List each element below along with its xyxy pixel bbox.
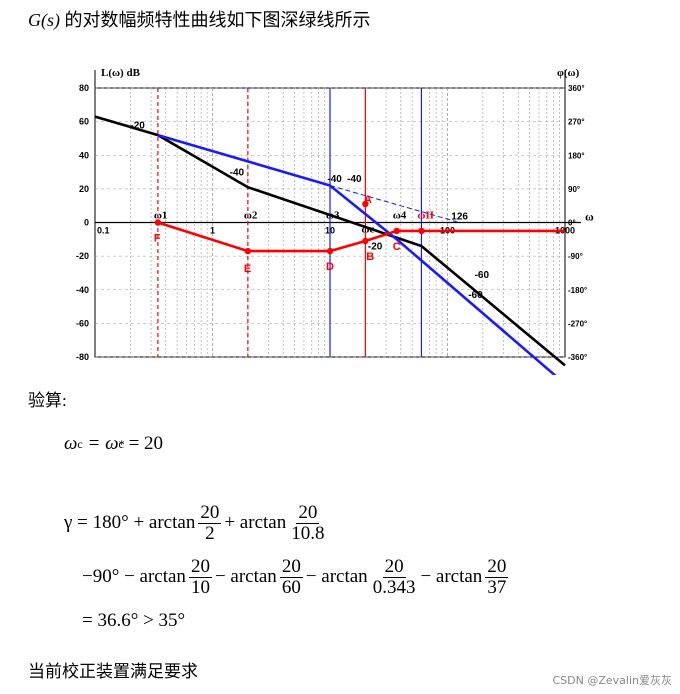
slope-label: -40 xyxy=(347,174,362,185)
bode-plot: 806040200-20-40-60-80360°270°180°90°0°-9… xyxy=(76,67,594,375)
left-axis-title: L(ω) dB xyxy=(101,67,141,79)
fraction: 20 2 xyxy=(198,502,222,544)
plot-curves xyxy=(94,88,566,375)
fraction: 20 60 xyxy=(279,556,303,598)
right-tick-label: 270° xyxy=(568,118,585,127)
right-axis-title: φ(ω) xyxy=(557,67,580,79)
series-line-red xyxy=(157,221,565,253)
data-point xyxy=(154,219,162,226)
fraction: 20 0.343 xyxy=(372,556,416,598)
conclusion: 当前校正装置满足要求 xyxy=(28,662,198,681)
fraction: 20 37 xyxy=(485,556,509,598)
data-point xyxy=(418,227,425,235)
gamma-line-1: γ = 180° + arctan 20 2 + arctan 20 10.8 xyxy=(64,502,325,544)
point-label: D xyxy=(326,261,334,273)
page-title: G(s) 的对数幅频特性曲线如下图深绿线所示 xyxy=(28,6,371,32)
frequency-label: ω1 xyxy=(154,210,168,222)
data-point xyxy=(244,247,252,255)
slope-label: -40 xyxy=(230,167,245,178)
left-tick-label: -40 xyxy=(76,285,89,295)
point-label: E xyxy=(244,263,251,275)
left-tick-label: 80 xyxy=(79,83,89,93)
x-axis-title: ω xyxy=(585,210,594,224)
point-label: C xyxy=(393,241,401,253)
transfer-function-symbol: G(s) xyxy=(28,10,60,30)
slope-label: -60 xyxy=(475,270,490,281)
slope-label: -40 xyxy=(327,174,342,185)
x-tick-label: 0.1 xyxy=(97,226,110,236)
left-tick-label: 60 xyxy=(79,117,89,127)
frequency-126-label: 126 xyxy=(451,212,468,223)
data-point xyxy=(362,200,369,208)
data-point xyxy=(362,237,369,245)
frequency-label: ωII xyxy=(417,210,434,222)
point-label: F xyxy=(154,233,161,245)
right-tick-label: 90° xyxy=(568,185,580,194)
data-point xyxy=(393,227,400,235)
left-tick-label: 40 xyxy=(79,150,89,160)
gamma-line-2: −90° − arctan 20 10 − arctan 20 60 − arcta… xyxy=(82,556,509,598)
left-tick-label: -80 xyxy=(76,352,89,362)
right-tick-label: 360° xyxy=(568,84,585,93)
right-tick-label: 180° xyxy=(568,151,585,160)
slope-label: -20 xyxy=(368,241,383,252)
title-text: 的对数幅频特性曲线如下图深绿线所示 xyxy=(64,10,371,30)
point-label: B xyxy=(366,251,374,263)
series-line-blue xyxy=(157,133,557,375)
left-tick-label: 0 xyxy=(84,218,89,228)
fraction: 20 10.8 xyxy=(291,502,325,544)
series-line-black xyxy=(94,115,566,367)
plot-annotations: ω1 ω2 ω3 ωc ω4 ωII -20 -40 -40 -40 -20 -60 -60 A B C D E F… xyxy=(130,120,489,301)
verify-label: 验算: xyxy=(28,391,67,410)
right-tick-label: -360° xyxy=(568,353,587,362)
slope-label: -20 xyxy=(130,120,145,131)
data-point xyxy=(326,247,334,255)
left-tick-label: 20 xyxy=(79,184,89,194)
left-tick-label: -20 xyxy=(76,251,89,261)
frequency-label: ωc xyxy=(361,224,374,236)
dashed-asymptote xyxy=(329,185,460,223)
frequency-label: ω3 xyxy=(326,210,340,222)
watermark: CSDN @Zevalin爱灰灰 xyxy=(552,674,673,687)
right-tick-label: -270° xyxy=(568,319,587,328)
fraction: 20 10 xyxy=(188,556,212,598)
x-tick-label: 1 xyxy=(210,226,215,236)
right-tick-label: -90° xyxy=(568,252,583,261)
right-tick-label: -180° xyxy=(568,286,587,295)
left-tick-label: -60 xyxy=(76,318,89,328)
gamma-result: = 36.6° > 35° xyxy=(82,610,186,631)
slope-label: -60 xyxy=(468,290,483,301)
frequency-label: ω4 xyxy=(393,210,407,222)
point-label: A xyxy=(364,194,372,206)
frequency-label: ω2 xyxy=(244,210,258,222)
